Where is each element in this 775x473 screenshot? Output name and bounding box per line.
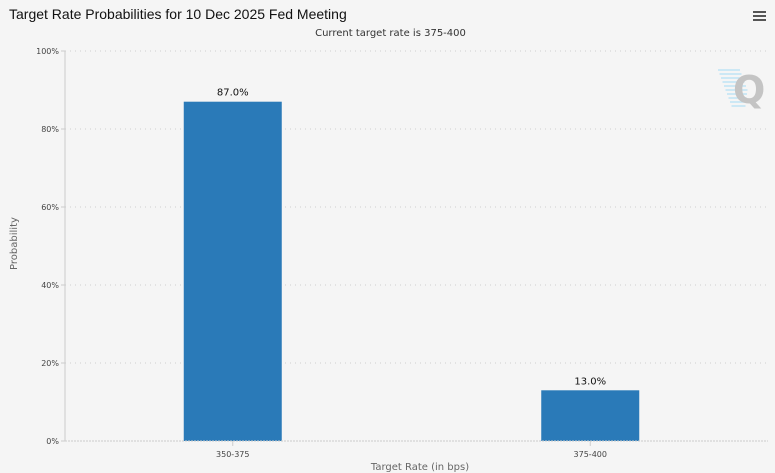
data-label: 13.0%	[574, 376, 606, 387]
y-tick-label: 40%	[41, 281, 59, 290]
x-tick-label: 350-375	[216, 450, 249, 459]
data-label: 87.0%	[217, 88, 249, 99]
chart-subtitle: Current target rate is 375-400	[315, 28, 466, 39]
watermark-logo: Q	[718, 68, 765, 112]
hamburger-menu-icon[interactable]	[753, 11, 766, 21]
y-tick-label: 100%	[36, 47, 59, 56]
y-tick-label: 80%	[41, 125, 59, 134]
x-tick-label: 375-400	[574, 450, 607, 459]
y-axis-label: Probability	[8, 217, 20, 270]
chart-title: Target Rate Probabilities for 10 Dec 202…	[9, 6, 347, 22]
y-tick-label: 0%	[46, 437, 59, 446]
y-tick-label: 20%	[41, 359, 59, 368]
bar-350-375	[183, 101, 282, 441]
svg-text:Q: Q	[733, 68, 765, 112]
x-axis-label: Target Rate (in bps)	[370, 462, 470, 473]
bar-375-400	[541, 390, 640, 441]
y-tick-label: 60%	[41, 203, 59, 212]
